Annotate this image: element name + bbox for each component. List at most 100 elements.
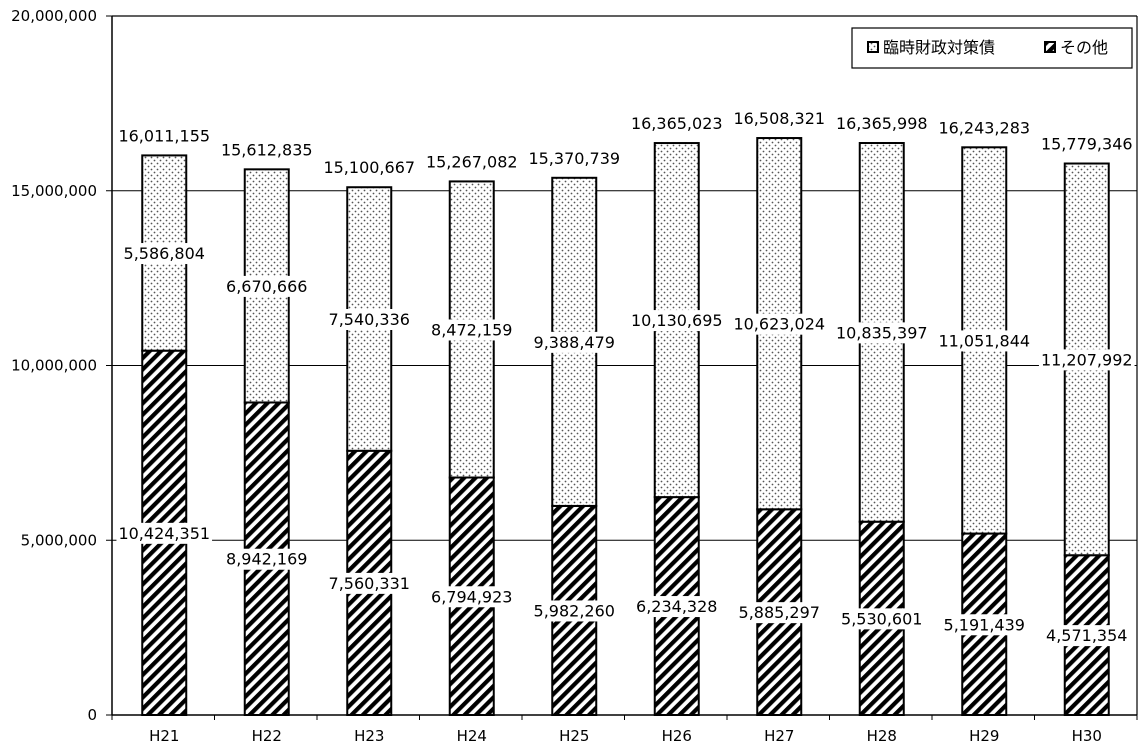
label-other-group: 5,885,297 [736,602,822,624]
label-other-group: 4,571,354 [1044,625,1130,647]
x-category-label: H27 [764,727,794,745]
label-other: 5,530,601 [841,609,922,628]
label-rinji-group: 11,051,844 [936,330,1033,352]
label-other-group: 5,191,439 [941,614,1027,636]
label-total-bg [731,108,828,130]
x-category-label: H28 [867,727,897,745]
label-other-bg [839,608,925,630]
x-category-label: H25 [559,727,589,745]
label-rinji: 7,540,336 [329,310,410,329]
label-total: 15,267,082 [426,152,518,171]
x-category-label: H26 [662,727,692,745]
label-total-bg [628,113,725,135]
label-total-group: 16,508,321 [731,108,828,130]
legend-swatch-other [1044,41,1056,53]
label-total-bg [423,151,520,173]
label-rinji-bg [531,331,617,353]
label-total: 16,508,321 [733,109,825,128]
label-other: 6,234,328 [636,597,717,616]
label-rinji: 9,388,479 [534,333,615,352]
y-tick-label: 20,000,000 [11,7,97,25]
label-rinji-bg [936,330,1033,352]
label-other-group: 5,530,601 [839,608,925,630]
label-total-bg [526,147,623,169]
label-rinji: 8,472,159 [431,320,512,339]
label-rinji-group: 6,670,666 [224,275,310,297]
label-rinji-group: 5,586,804 [121,243,207,265]
label-rinji: 11,207,992 [1041,350,1133,369]
label-other: 5,191,439 [944,615,1025,634]
label-other-group: 6,234,328 [634,596,720,618]
label-total-bg [218,139,315,161]
label-rinji-group: 10,835,397 [833,322,930,344]
label-total-group: 16,365,023 [628,113,725,135]
x-category-label: H30 [1072,727,1102,745]
label-total: 16,365,998 [836,114,928,133]
label-total-group: 15,779,346 [1038,133,1135,155]
label-total-bg [321,157,418,179]
label-rinji: 10,623,024 [733,315,825,334]
y-tick-label: 10,000,000 [11,357,97,375]
label-rinji-group: 10,623,024 [731,313,828,335]
label-rinji-bg [121,243,207,265]
label-rinji-group: 9,388,479 [531,331,617,353]
label-rinji-bg [1038,349,1135,371]
legend-box [851,27,1133,69]
label-other-bg [634,596,720,618]
label-total-bg [833,113,930,135]
label-other-bg [116,522,213,544]
label-total: 15,612,835 [221,140,313,159]
label-other: 8,942,169 [226,550,307,569]
label-total-group: 15,612,835 [218,139,315,161]
x-axis-category-labels: H21 H22 H23 H24 H25 H26 H27 H28 H29 H30 [149,727,1102,745]
label-total: 15,370,739 [528,149,620,168]
label-other-group: 8,942,169 [224,548,310,570]
y-axis-tick-labels: 0 5,000,000 10,000,000 15,000,000 20,000,000 [11,7,97,724]
label-other-bg [941,614,1027,636]
label-total: 16,243,283 [938,118,1030,137]
label-rinji-bg [326,308,412,330]
data-labels: 10,424,351 5,586,804 16,011,155 8,942,169 6,… [116,108,1135,647]
label-rinji-bg [429,319,515,341]
label-total: 16,011,155 [118,126,210,145]
label-other: 5,982,260 [534,601,615,620]
label-total-group: 15,267,082 [423,151,520,173]
label-other-group: 5,982,260 [531,600,617,622]
x-category-label: H22 [252,727,282,745]
label-other: 10,424,351 [118,524,210,543]
label-other-bg [326,572,412,594]
label-rinji-bg [224,275,310,297]
label-other-bg [429,586,515,608]
legend-label-rinji: 臨時財政対策債 [883,38,995,57]
label-rinji-group: 11,207,992 [1038,349,1135,371]
label-other-group: 10,424,351 [116,522,213,544]
label-other-group: 7,560,331 [326,572,412,594]
label-total-group: 15,370,739 [526,147,623,169]
label-total-group: 16,011,155 [116,125,213,147]
y-tick-label: 0 [87,706,97,724]
label-total: 15,779,346 [1041,135,1133,154]
label-other: 7,560,331 [329,574,410,593]
x-category-label: H23 [354,727,384,745]
y-tick-label: 15,000,000 [11,182,97,200]
label-other: 4,571,354 [1046,626,1127,645]
label-other-bg [736,602,822,624]
label-rinji-bg [731,313,828,335]
y-tick-label: 5,000,000 [21,531,97,549]
legend-swatch-rinji [867,41,879,53]
x-category-label: H21 [149,727,179,745]
label-rinji: 10,130,695 [631,311,723,330]
label-rinji-bg [833,322,930,344]
label-other: 5,885,297 [739,603,820,622]
label-total: 15,100,667 [323,158,415,177]
label-total-bg [116,125,213,147]
label-rinji-group: 7,540,336 [326,308,412,330]
label-total-group: 16,365,998 [833,113,930,135]
label-other: 6,794,923 [431,587,512,606]
label-rinji: 6,670,666 [226,277,307,296]
label-other-group: 6,794,923 [429,586,515,608]
axes [106,15,1138,720]
legend: 臨時財政対策債 その他 [851,27,1133,69]
label-other-bg [531,600,617,622]
